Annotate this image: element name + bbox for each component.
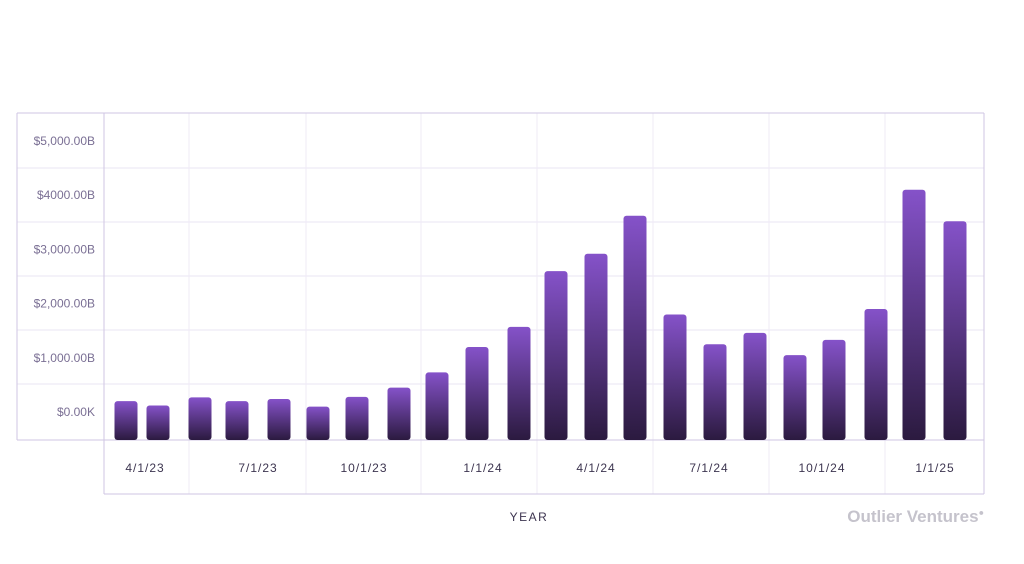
- x-axis-label: YEAR: [510, 510, 549, 524]
- bar: [703, 344, 727, 440]
- bar: [425, 372, 449, 440]
- bars: [114, 189, 967, 440]
- bar: [943, 221, 967, 440]
- y-tick-label: $0.00K: [57, 405, 95, 419]
- bar: [465, 346, 489, 440]
- grid: [17, 113, 984, 494]
- chart-frame: [16, 112, 985, 495]
- y-tick-label: $2,000.00B: [34, 297, 95, 311]
- bar: [146, 405, 170, 440]
- bar: [188, 397, 212, 440]
- x-tick-label: 7/1/23: [238, 461, 277, 475]
- bar: [783, 355, 807, 440]
- y-axis-ticks: $0.00K $1,000.00B $2,000.00B $3,000.00B $400…: [34, 134, 95, 419]
- bar: [114, 401, 138, 440]
- x-axis-ticks: 4/1/23 7/1/23 10/1/23 1/1/24 4/1/24 7/1/24 10/…: [125, 461, 954, 475]
- bar: [387, 387, 411, 440]
- y-tick-label: $3,000.00B: [34, 242, 95, 256]
- x-tick-label: 10/1/23: [340, 461, 387, 475]
- x-tick-label: 4/1/23: [125, 461, 164, 475]
- bar: [345, 396, 369, 440]
- bar: [663, 314, 687, 440]
- bar: [743, 332, 767, 440]
- y-tick-label: $4000.00B: [37, 188, 95, 202]
- bar: [822, 339, 846, 440]
- bar: [864, 309, 888, 440]
- x-tick-label: 7/1/24: [689, 461, 728, 475]
- x-tick-label: 4/1/24: [576, 461, 615, 475]
- x-tick-label: 1/1/24: [463, 461, 502, 475]
- bar: [306, 406, 330, 440]
- bar: [225, 401, 249, 440]
- y-tick-label: $5,000.00B: [34, 134, 95, 148]
- bar: [507, 326, 531, 440]
- bar: [267, 398, 291, 440]
- brand-name: Outlier Ventures: [847, 507, 979, 526]
- bar: [623, 215, 647, 440]
- bar: [584, 253, 608, 440]
- bar: [902, 189, 926, 440]
- bar: [544, 271, 568, 440]
- x-tick-label: 10/1/24: [798, 461, 845, 475]
- brand-mark: ●: [978, 507, 984, 518]
- y-tick-label: $1,000.00B: [34, 351, 95, 365]
- x-tick-label: 1/1/25: [915, 461, 954, 475]
- brand-logo: Outlier Ventures●: [847, 507, 984, 527]
